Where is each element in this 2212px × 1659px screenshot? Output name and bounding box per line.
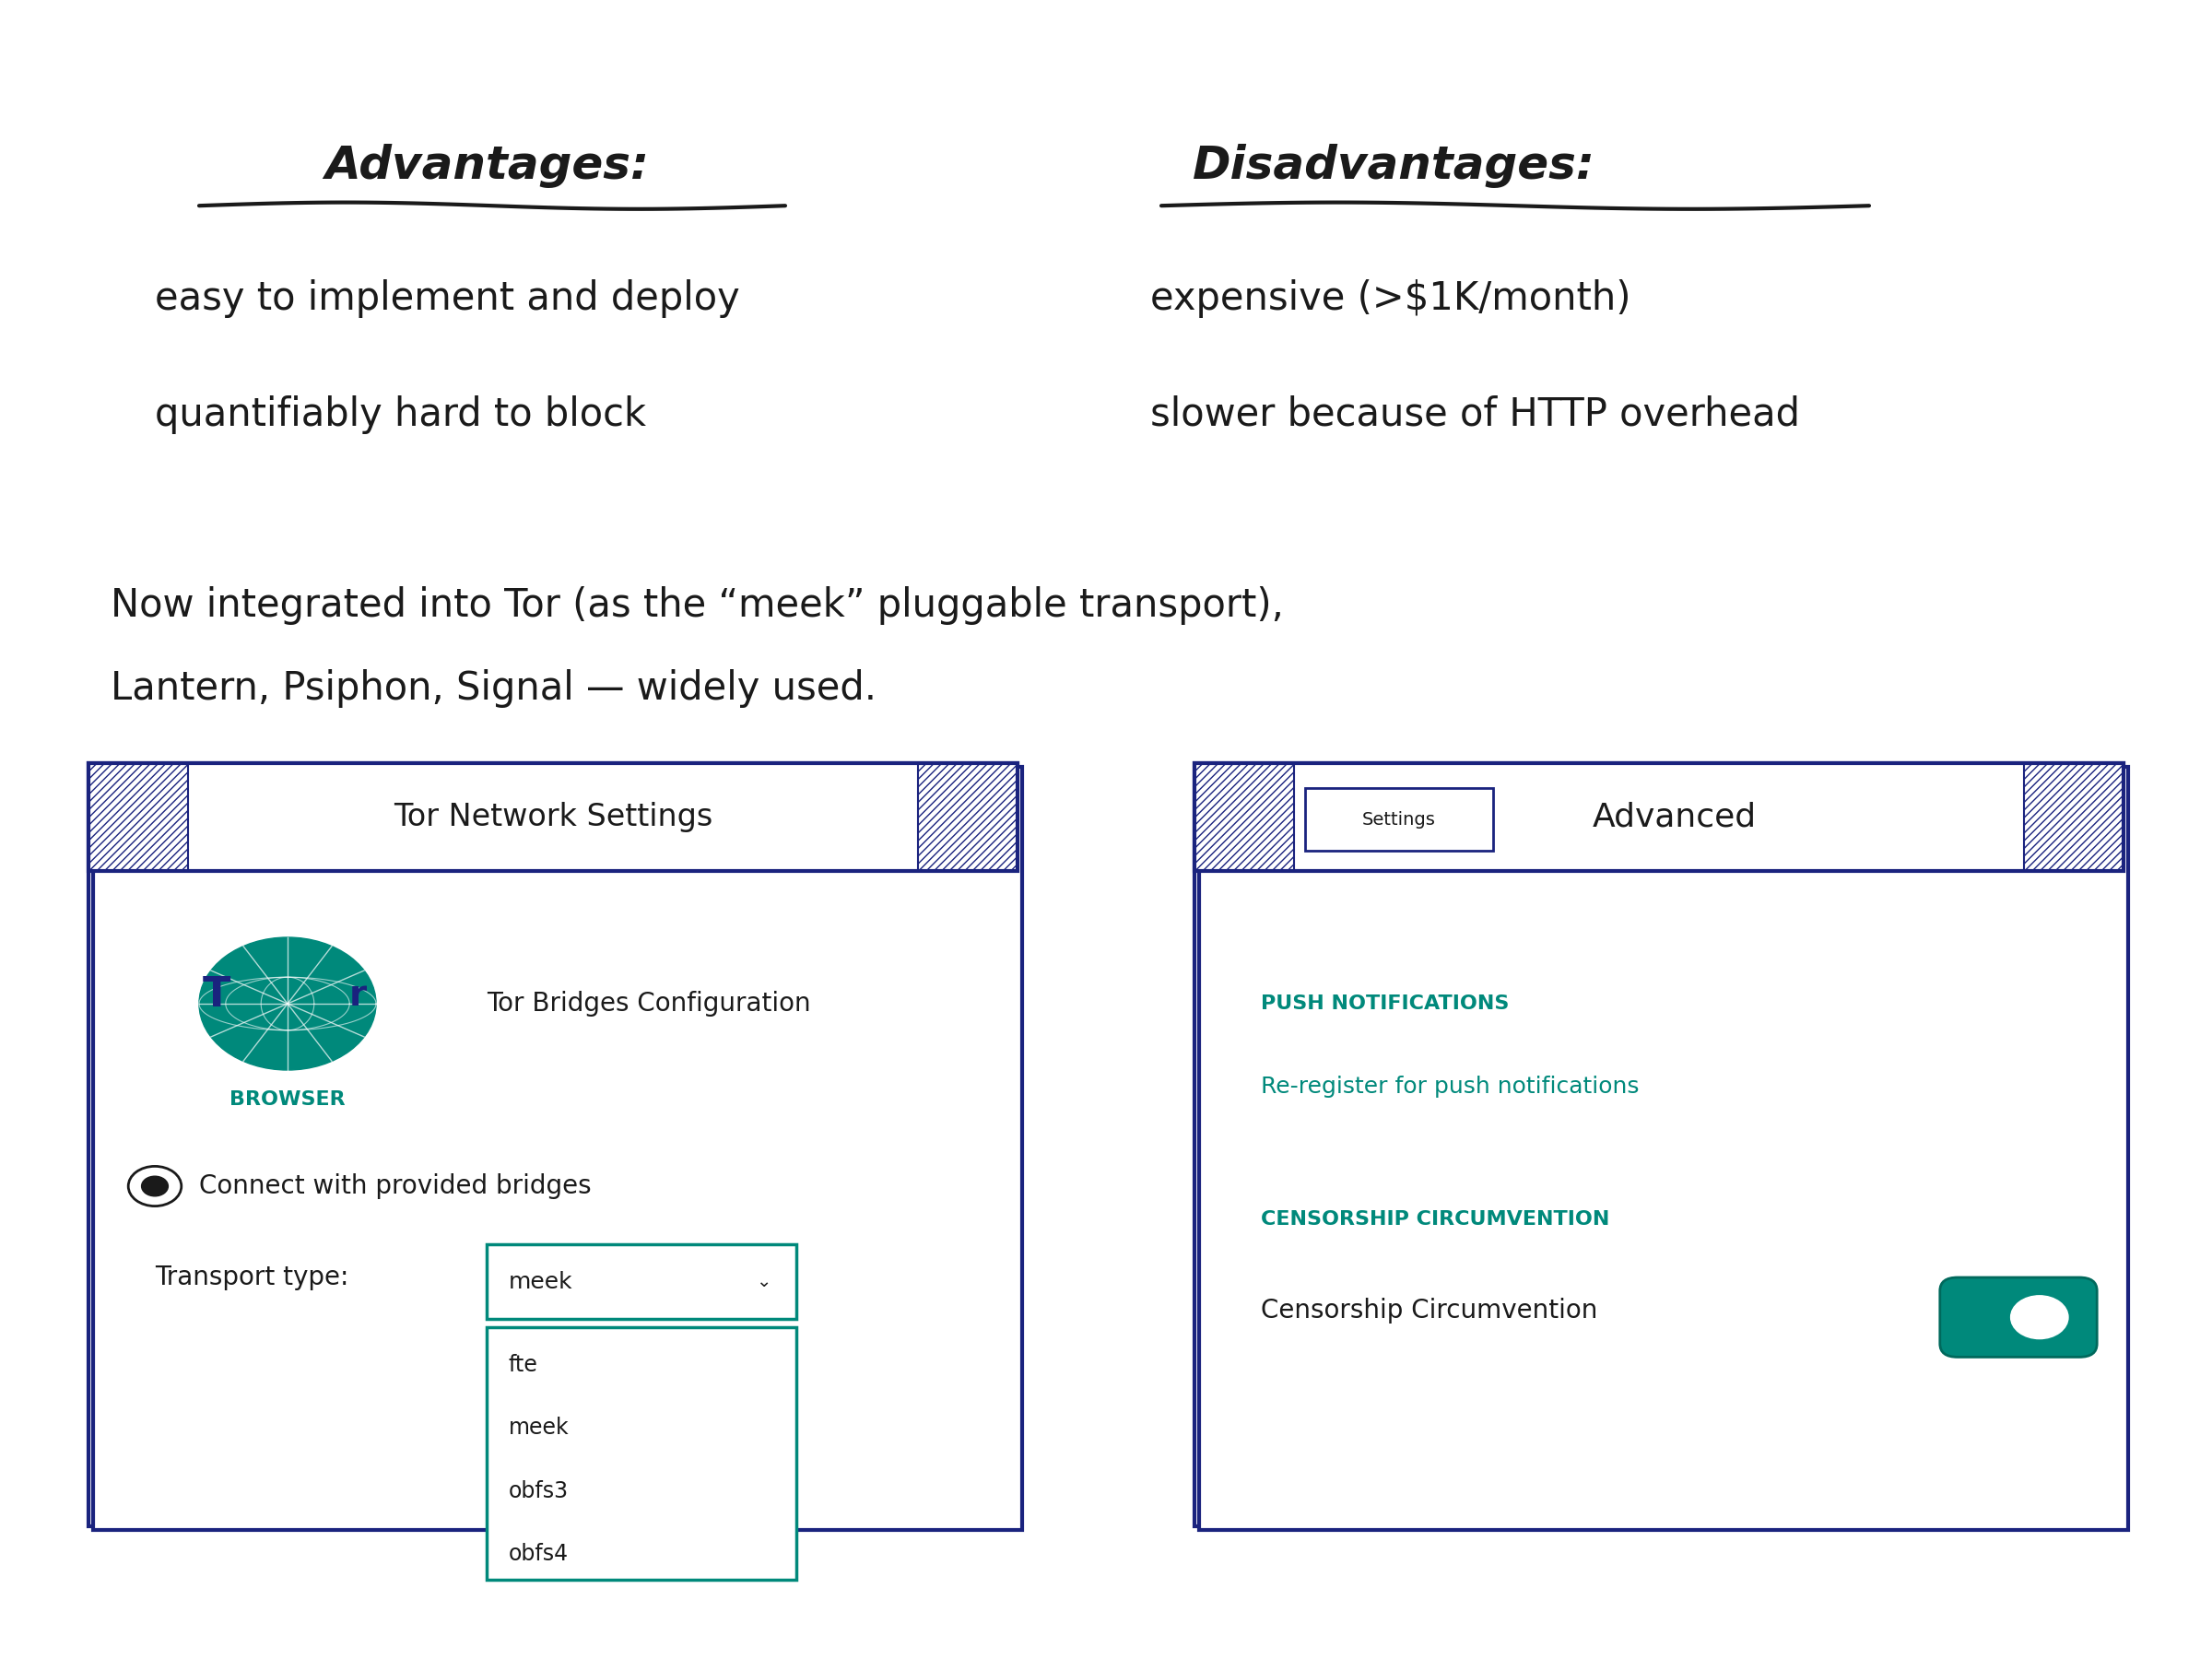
Bar	[88, 763, 1018, 871]
FancyBboxPatch shape	[1940, 1277, 2097, 1357]
Circle shape	[142, 1176, 168, 1196]
FancyBboxPatch shape	[93, 766, 1022, 1530]
Text: CENSORSHIP CIRCUMVENTION: CENSORSHIP CIRCUMVENTION	[1261, 1209, 1610, 1229]
Bar	[487, 1244, 796, 1319]
Text: Settings: Settings	[1363, 811, 1436, 828]
Text: meek: meek	[509, 1271, 573, 1292]
Text: Re-register for push notifications: Re-register for push notifications	[1261, 1075, 1639, 1098]
Bar	[1194, 763, 1294, 871]
Text: Disadvantages:: Disadvantages:	[1192, 144, 1595, 187]
Text: Tor Network Settings: Tor Network Settings	[394, 801, 712, 833]
Text: PUSH NOTIFICATIONS: PUSH NOTIFICATIONS	[1261, 994, 1509, 1014]
Bar	[2024, 763, 2124, 871]
Text: obfs3: obfs3	[509, 1480, 568, 1501]
Text: expensive (>$1K/month): expensive (>$1K/month)	[1150, 279, 1630, 319]
Text: quantifiably hard to block: quantifiably hard to block	[155, 395, 646, 435]
FancyBboxPatch shape	[1305, 788, 1493, 851]
Text: slower because of HTTP overhead: slower because of HTTP overhead	[1150, 395, 1801, 435]
Text: T: T	[204, 975, 230, 1015]
Text: obfs4: obfs4	[509, 1543, 568, 1564]
Text: Tor Bridges Configuration: Tor Bridges Configuration	[487, 990, 812, 1017]
Bar	[1194, 763, 2124, 871]
Text: Lantern, Psiphon, Signal — widely used.: Lantern, Psiphon, Signal — widely used.	[111, 669, 876, 708]
Text: Transport type:: Transport type:	[155, 1264, 349, 1291]
Circle shape	[199, 937, 376, 1070]
Text: Connect with provided bridges: Connect with provided bridges	[199, 1173, 591, 1199]
Text: r: r	[349, 977, 367, 1014]
Text: Censorship Circumvention: Censorship Circumvention	[1261, 1297, 1597, 1324]
Text: Now integrated into Tor (as the “meek” pluggable transport),: Now integrated into Tor (as the “meek” p…	[111, 586, 1283, 625]
FancyBboxPatch shape	[1199, 766, 2128, 1530]
Bar	[88, 763, 188, 871]
Text: ⌄: ⌄	[757, 1272, 770, 1291]
Text: Advanced: Advanced	[1593, 801, 1756, 833]
Text: fte: fte	[509, 1354, 538, 1375]
FancyBboxPatch shape	[1194, 763, 2124, 1526]
Circle shape	[2011, 1296, 2068, 1339]
Text: BROWSER: BROWSER	[230, 1090, 345, 1110]
Text: meek: meek	[509, 1417, 568, 1438]
Text: Advantages:: Advantages:	[325, 144, 648, 187]
Text: easy to implement and deploy: easy to implement and deploy	[155, 279, 739, 319]
FancyBboxPatch shape	[88, 763, 1018, 1526]
Bar	[487, 1327, 796, 1579]
Bar	[918, 763, 1018, 871]
